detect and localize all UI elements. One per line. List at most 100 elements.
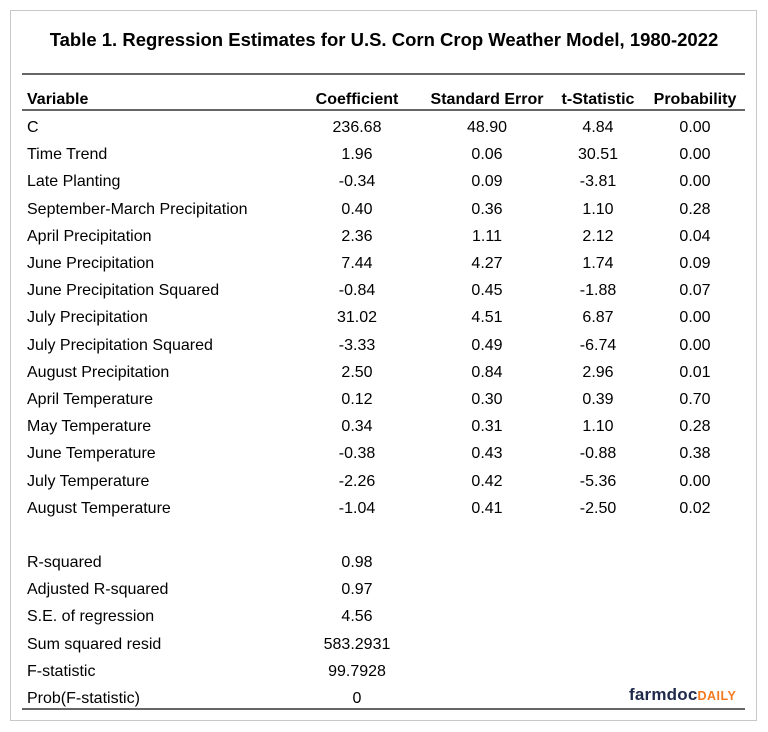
table-title: Table 1. Regression Estimates for U.S. C… [49,29,719,50]
variable-cell: June Precipitation [27,255,155,272]
table-row: May Temperature 0.34 0.31 1.10 0.28 [0,413,768,440]
header-coefficient: Coefficient [315,91,399,108]
probability-cell: 0.02 [679,499,711,517]
t-statistic-cell: -0.88 [579,445,617,463]
table-row: July Precipitation Squared -3.33 0.49 -6.74… [0,332,768,359]
table-row: April Precipitation 2.36 1.11 2.12 0.04 [0,223,768,250]
variable-cell: July Precipitation Squared [27,336,213,354]
probability-cell: 0.00 [679,472,711,490]
table-row: Late Planting -0.34 0.09 -3.81 0.00 [0,168,768,195]
header-probability: Probability [653,91,737,108]
table-row: September-March Precipitation 0.40 0.36 1.1… [0,196,768,223]
standard-error-cell: 0.84 [471,363,503,381]
variable-cell: Time Trend [27,146,108,164]
stat-value: 0.97 [341,581,373,599]
stat-row: Adjusted R-squared 0.97 [0,576,768,603]
stat-value: 0.98 [341,554,373,571]
standard-error-cell: 48.90 [466,119,508,136]
t-statistic-cell: 2.12 [582,227,614,245]
probability-cell: 0.28 [679,418,711,436]
t-statistic-cell: 30.51 [577,146,619,164]
coefficient-cell: 7.44 [341,255,373,272]
table-row: C 236.68 48.90 4.84 0.00 [0,114,768,141]
t-statistic-cell: 1.74 [582,255,614,272]
standard-error-cell: 0.45 [471,282,503,300]
probability-cell: 0.07 [679,282,711,300]
standard-error-cell: 0.09 [471,173,503,191]
table-row: August Precipitation 2.50 0.84 2.96 0.01 [0,359,768,386]
probability-cell: 0.00 [679,336,711,354]
table-row: June Precipitation 7.44 4.27 1.74 0.09 [0,250,768,277]
variable-cell: September-March Precipitation [27,200,248,218]
standard-error-cell: 0.43 [471,445,503,463]
probability-cell: 0.00 [679,173,711,191]
variable-cell: July Precipitation [27,309,148,327]
t-statistic-cell: -2.50 [579,499,617,517]
table-row: July Temperature -2.26 0.42 -5.36 0.00 [0,468,768,495]
coefficient-cell: -0.34 [338,173,376,191]
stat-row: Prob(F-statistic) 0 [0,685,768,712]
t-statistic-cell: 6.87 [582,309,614,327]
stat-label: Sum squared resid [27,635,162,653]
coefficient-cell: 236.68 [332,119,382,136]
stat-row: R-squared 0.98 [0,549,768,576]
variable-cell: August Temperature [27,499,171,517]
standard-error-cell: 0.41 [471,499,503,517]
table-row: June Temperature -0.38 0.43 -0.88 0.38 [0,440,768,467]
coefficient-cell: 31.02 [336,309,378,327]
variable-cell: C [27,119,39,136]
variable-cell: April Precipitation [27,227,152,245]
header-rule [22,109,745,111]
table-frame [10,10,757,721]
stat-value: 99.7928 [328,662,386,680]
coefficient-cell: -0.38 [338,445,376,463]
header-row: Variable Coefficient Standard Error t-St… [0,86,768,113]
probability-cell: 0.00 [679,119,711,136]
t-statistic-cell: -6.74 [579,336,617,354]
standard-error-cell: 0.31 [471,418,503,436]
coefficient-cell: 2.50 [341,363,373,381]
stat-value: 4.56 [341,608,373,626]
stat-label: R-squared [27,554,102,571]
probability-cell: 0.38 [679,445,711,463]
t-statistic-cell: 0.39 [582,391,614,408]
stat-row: S.E. of regression 4.56 [0,603,768,630]
standard-error-cell: 0.36 [471,200,503,218]
t-statistic-cell: 1.10 [582,418,614,436]
variable-cell: April Temperature [27,391,153,408]
variable-cell: July Temperature [27,472,150,490]
table-row: August Temperature -1.04 0.41 -2.50 0.02 [0,495,768,522]
coefficient-cell: -1.04 [338,499,376,517]
header-variable: Variable [27,91,89,108]
table-row: July Precipitation 31.02 4.51 6.87 0.00 [0,304,768,331]
variable-cell: August Precipitation [27,363,170,381]
stat-label: F-statistic [27,662,96,680]
t-statistic-cell: -5.36 [579,472,617,490]
standard-error-cell: 0.49 [471,336,503,354]
probability-cell: 0.09 [679,255,711,272]
farmdoc-daily-logo: farmdocDAILY [629,685,737,704]
probability-cell: 0.04 [679,227,711,245]
stat-row: Sum squared resid 583.2931 [0,631,768,658]
header-t-statistic: t-Statistic [561,91,635,108]
table-row: June Precipitation Squared -0.84 0.45 -1.88… [0,277,768,304]
top-rule [22,73,745,75]
standard-error-cell: 0.06 [471,146,503,164]
standard-error-cell: 0.42 [471,472,503,490]
stat-value: 0 [352,690,362,707]
table-row: April Temperature 0.12 0.30 0.39 0.70 [0,386,768,413]
coefficient-cell: 2.36 [341,227,373,245]
coefficient-cell: 1.96 [341,146,373,164]
variable-cell: May Temperature [27,418,152,436]
table-row: Time Trend 1.96 0.06 30.51 0.00 [0,141,768,168]
stat-label: S.E. of regression [27,608,155,626]
variable-cell: June Temperature [27,445,156,463]
probability-cell: 0.00 [679,309,711,327]
standard-error-cell: 0.30 [471,391,503,408]
probability-cell: 0.70 [679,391,711,408]
probability-cell: 0.01 [679,363,711,381]
coefficient-cell: -2.26 [338,472,376,490]
stat-label: Adjusted R-squared [27,581,169,599]
coefficient-cell: 0.34 [341,418,373,436]
probability-cell: 0.00 [679,146,711,164]
